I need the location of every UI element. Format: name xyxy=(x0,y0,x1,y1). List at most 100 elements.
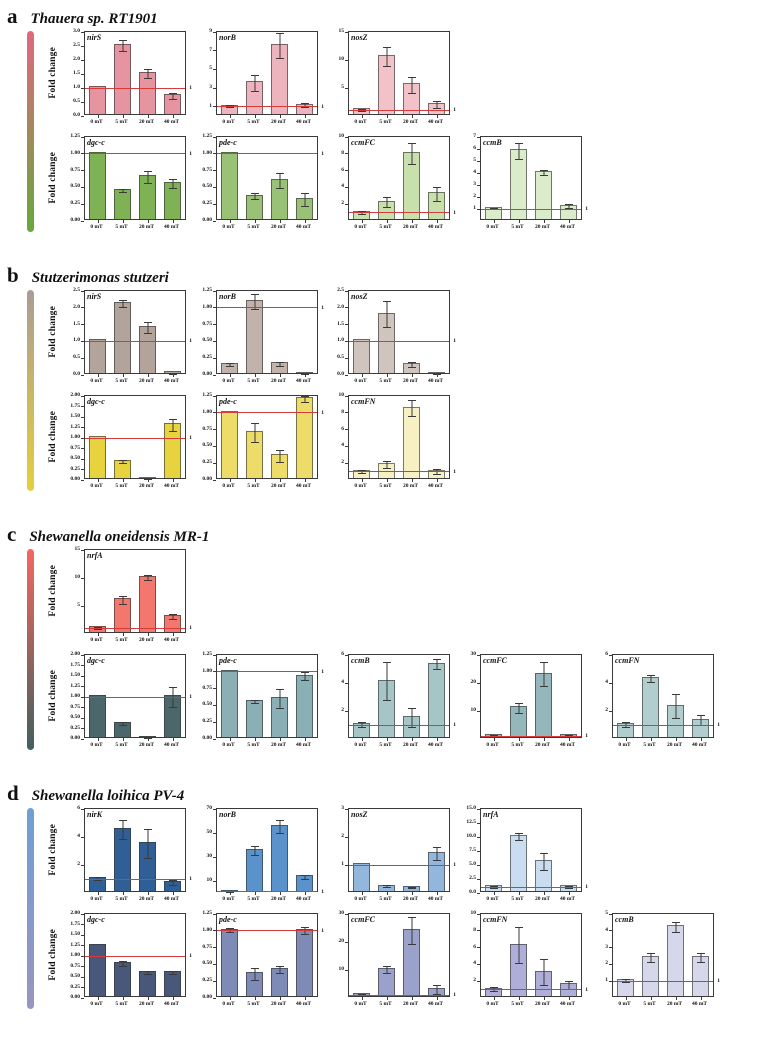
y-tick-mark xyxy=(477,947,480,949)
y-tick-label: 2 xyxy=(473,977,476,984)
x-tick-label: 40 mT xyxy=(691,742,708,748)
y-tick-mark xyxy=(345,969,348,971)
y-tick-mark xyxy=(477,682,480,684)
x-tick-mark xyxy=(361,479,363,482)
panel-body: Fold change 0.0 0.5 1.0 1.5 2.0 2.5 nirS 1 0 mT 5 … xyxy=(0,287,780,491)
reference-line-label: 1 xyxy=(453,338,456,345)
bar xyxy=(510,835,527,891)
plot-column: pde-c 1 0 mT 5 mT 20 mT 40 mT xyxy=(213,395,324,491)
plot-area: nirS 1 xyxy=(81,31,192,118)
x-tick-mark xyxy=(122,374,124,377)
reference-line-label: 1 xyxy=(189,338,192,345)
x-tick-mark xyxy=(172,374,174,377)
error-bar xyxy=(250,700,259,705)
panel-body: Fold change 2 4 6 nirK 1 0 mT 5 mT 20 mT 40 mT 10 3… xyxy=(0,805,780,1009)
y-tick-mark xyxy=(213,153,216,155)
error-bar xyxy=(621,979,630,984)
x-tick-mark xyxy=(625,997,627,1000)
y-tick-label: 10 xyxy=(338,133,345,139)
y-tick-mark xyxy=(81,45,84,47)
chart-d-ccmB: 1 2 3 4 5 ccmB 1 0 mT 5 mT 20 mT 40 mT xyxy=(587,910,720,1009)
y-tick-label: 1.25 xyxy=(202,133,212,139)
x-tick-label: 0 mT xyxy=(486,1001,499,1007)
y-tick-label: 6 xyxy=(341,651,344,657)
reference-line-label: 1 xyxy=(453,209,456,216)
plot-area: norB 1 xyxy=(213,808,324,895)
chart-d-pde-c: 0.00 0.25 0.50 0.75 1.00 1.25 pde-c 1 0 mT 5 mT 20… xyxy=(191,910,324,1009)
y-tick-mark xyxy=(477,822,480,824)
x-tick-mark xyxy=(279,738,281,741)
y-tick-mark xyxy=(213,374,216,376)
y-axis-label: Fold change xyxy=(47,152,58,204)
y-tick-label: 0.00 xyxy=(70,217,80,223)
plot-area: ccmFN 1 xyxy=(609,654,720,741)
error-bar xyxy=(168,179,177,189)
plot-column: ccmFN 1 0 mT 5 mT 20 mT 40 mT xyxy=(609,654,720,750)
x-tick-label: 5 mT xyxy=(247,483,260,489)
x-tick-mark xyxy=(172,892,174,895)
plot-area: ccmB 1 xyxy=(345,654,456,741)
y-axis-label-wrap: Fold change xyxy=(46,549,59,633)
error-bar xyxy=(407,400,416,417)
chart-b-nirS: Fold change 0.0 0.5 1.0 1.5 2.0 2.5 nirS 1 0 mT 5 … xyxy=(46,287,193,386)
x-tick-label: 20 mT xyxy=(402,224,419,230)
y-tick-label: 4 xyxy=(77,833,80,839)
x-tick-mark xyxy=(97,633,99,636)
y-axis: 0.00 0.25 0.50 0.75 1.00 1.25 xyxy=(191,910,216,1000)
x-tick-mark xyxy=(304,997,306,1000)
panel-header: b Stutzerimonas stutzeri xyxy=(0,264,780,288)
bar xyxy=(221,928,238,996)
plot-area: nosZ 1 xyxy=(345,290,456,377)
error-bar xyxy=(168,614,177,620)
error-bar xyxy=(489,207,498,211)
y-tick-mark xyxy=(477,172,480,174)
y-tick-label: 0.50 xyxy=(202,337,212,344)
y-axis-label-wrap: Fold change xyxy=(46,654,59,738)
y-tick-label: 0.50 xyxy=(202,183,212,190)
x-axis: 0 mT 5 mT 20 mT 40 mT xyxy=(84,220,186,232)
y-axis-label: Fold change xyxy=(47,306,58,358)
y-tick-mark xyxy=(81,136,84,138)
chart-d-nirK: Fold change 2 4 6 nirK 1 0 mT 5 mT 20 mT 40 mT xyxy=(46,805,193,904)
y-tick-mark xyxy=(477,148,480,150)
y-tick-label: 0.0 xyxy=(337,371,344,377)
y-tick-mark xyxy=(213,340,216,342)
y-tick-label: 4 xyxy=(341,679,344,685)
error-bar xyxy=(382,662,391,702)
x-tick-label: 20 mT xyxy=(534,896,551,902)
reference-line xyxy=(349,864,449,866)
y-tick-label: 2.00 xyxy=(70,392,80,398)
x-tick-label: 0 mT xyxy=(618,1001,631,1007)
y-tick-mark xyxy=(81,836,84,838)
y-tick-mark xyxy=(213,170,216,172)
x-tick-label: 0 mT xyxy=(618,742,631,748)
bar xyxy=(89,436,106,478)
y-tick-label: 2 xyxy=(473,193,476,199)
chart-rows: Fold change 2 4 6 nirK 1 0 mT 5 mT 20 mT 40 mT 10 3… xyxy=(46,805,721,1009)
x-tick-mark xyxy=(675,997,677,1000)
reference-line-label: 1 xyxy=(189,150,192,157)
y-tick-mark xyxy=(345,682,348,684)
x-tick-mark xyxy=(436,479,438,482)
y-tick-label: 0.5 xyxy=(337,354,344,361)
y-axis-label-wrap: Fold change xyxy=(46,290,59,374)
y-tick-mark xyxy=(81,605,84,607)
x-tick-label: 40 mT xyxy=(427,119,444,125)
y-axis: 10 20 30 xyxy=(455,651,480,738)
x-tick-label: 5 mT xyxy=(115,378,128,384)
y-axis: 0.0 2.5 5.0 7.5 10.0 12.5 15.0 xyxy=(455,805,480,895)
y-tick-mark xyxy=(345,445,348,447)
y-tick-label: 2 xyxy=(341,200,344,207)
x-tick-mark xyxy=(543,220,545,223)
x-tick-label: 40 mT xyxy=(295,1001,312,1007)
y-tick-mark xyxy=(345,290,348,292)
reference-line-label: 1 xyxy=(717,722,720,728)
error-bar xyxy=(168,419,177,432)
gene-label: pde-c xyxy=(219,397,237,406)
y-tick-mark xyxy=(345,462,348,464)
y-tick-label: 1.00 xyxy=(70,434,80,440)
y-tick-label: 10 xyxy=(206,877,213,883)
gene-label: nosZ xyxy=(351,33,368,42)
chart-row: Fold change 0.0 0.5 1.0 1.5 2.0 2.5 3.0 nirS 1 0 m… xyxy=(46,28,582,127)
y-tick-mark xyxy=(81,549,84,551)
